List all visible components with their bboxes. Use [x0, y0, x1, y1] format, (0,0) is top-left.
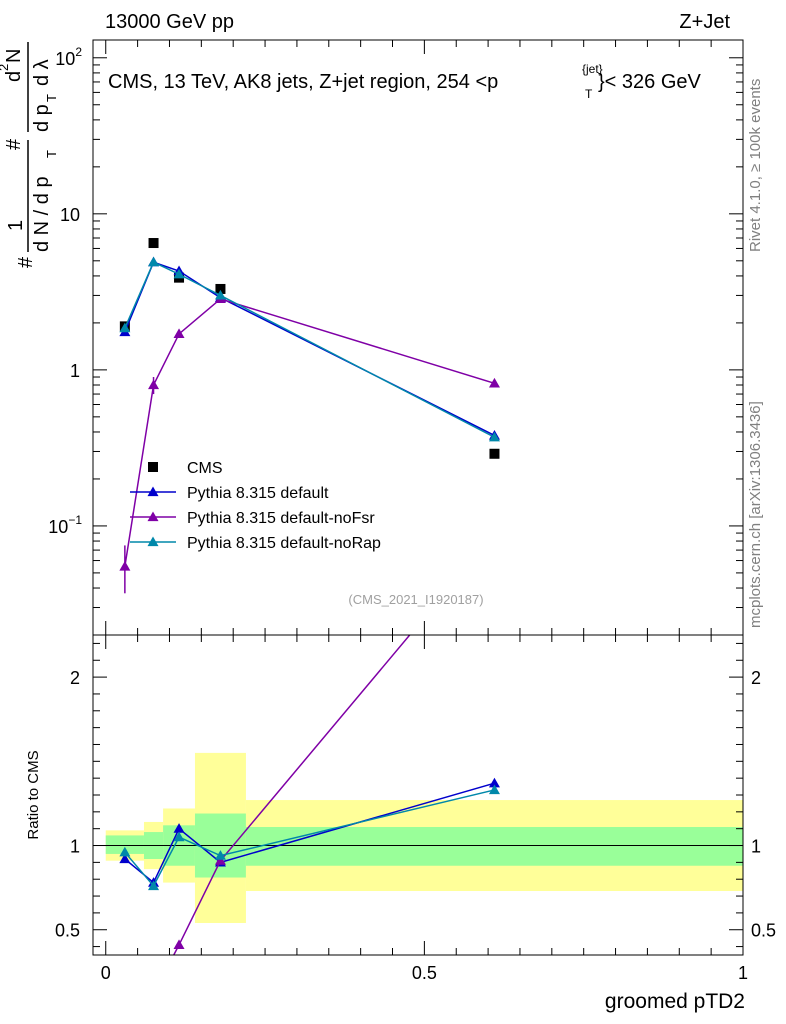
main-ytick-label: 102 [55, 45, 82, 69]
main-ytick-label: 10 [60, 205, 80, 225]
legend-marker-triangle [147, 536, 159, 547]
ratio-xtick-label: 0 [101, 963, 111, 983]
chart-title-tail: }< 326 GeV [598, 71, 702, 93]
legend-label: Pythia 8.315 default [187, 485, 329, 502]
series-marker [214, 289, 226, 300]
ratio-series-1 [119, 528, 500, 1013]
series-marker [119, 560, 131, 571]
legend-label: CMS [187, 460, 223, 477]
ratio-marker [119, 846, 131, 857]
ylabel-dpt: d p [31, 104, 53, 132]
ratio-bands [105, 752, 743, 923]
ratio-axis-ticks [93, 635, 744, 955]
legend-label: Pythia 8.315 default-noFsr [187, 510, 375, 527]
ratio-xtick-label: 0.5 [412, 963, 437, 983]
series-marker [148, 379, 160, 390]
series-line [124, 261, 495, 437]
rivet-label: Rivet 4.1.0, ≥ 100k events [747, 79, 764, 252]
ratio-xtick-label: 1 [738, 963, 748, 983]
legend-marker-square [148, 462, 158, 472]
main-axis-ticks [93, 40, 744, 636]
main-series [119, 238, 500, 594]
legend-entry: Pythia 8.315 default-noFsr [130, 510, 375, 527]
ratio-marker [173, 939, 185, 950]
chart-title-sup: {jet} [582, 62, 603, 76]
chart-title-pt: p [487, 71, 498, 93]
ratio-marker [173, 831, 185, 842]
series-marker [148, 256, 160, 267]
ratio-y-tick-labels: 0.5 0.5 1 1 2 2 [55, 668, 776, 941]
ratio-frame [92, 634, 744, 956]
chart-title: CMS, 13 TeV, AK8 jets, Z+jet region, 254… [108, 62, 702, 101]
mcplots-label: mcplots.cern.ch [arXiv:1306.3436] [747, 401, 764, 628]
legend-marker-triangle [147, 511, 159, 522]
ratio-band-inner [245, 827, 743, 866]
ratio-marker [214, 855, 226, 865]
ylabel-d-sup: 2 [0, 64, 11, 71]
header-right: Z+Jet [679, 11, 730, 33]
series-marker [488, 377, 500, 388]
ratio-ytick-label-left: 1 [70, 837, 80, 857]
main-ytick-label: 10−1 [48, 513, 82, 537]
series-marker [488, 431, 500, 442]
watermark: (CMS_2021_I1920187) [348, 592, 483, 607]
ratio-ytick-label-left: 0.5 [55, 921, 80, 941]
legend: CMS Pythia 8.315 default Pythia 8.315 defa… [130, 460, 381, 552]
ratio-ytick-label-left: 2 [70, 668, 80, 688]
legend-marker-triangle [147, 486, 159, 497]
cms-data-point [489, 448, 500, 459]
ylabel-n: N [3, 49, 25, 63]
ratio-marker [119, 853, 131, 864]
ratio-band-inner [105, 835, 144, 854]
main-panel: 10−1 1 10 102 CMS, 13 TeV, AK8 jets, Z+jet … [0, 39, 744, 636]
ratio-panel: 0.5 0.51 12 2 0 0.5 1 Ratio to CMS groomed pT… [25, 528, 776, 1013]
ratio-ytick-label-right: 2 [751, 668, 761, 688]
chart-title-main: CMS, 13 TeV, AK8 jets, Z+jet region, 254… [108, 71, 487, 93]
legend-entry: Pythia 8.315 default-noRap [130, 535, 381, 552]
series-line [124, 261, 495, 438]
legend-label: Pythia 8.315 default-noRap [187, 535, 381, 552]
series-2 [119, 293, 500, 594]
ratio-marker [173, 823, 185, 833]
legend-entry: Pythia 8.315 default [130, 485, 329, 502]
ylabel-hash-1: # [15, 256, 37, 268]
ratio-marker [148, 988, 159, 998]
main-ytick-label: 1 [70, 361, 80, 381]
ylabel-denominator: d N / d p [31, 176, 53, 252]
cms-data-point [148, 238, 159, 249]
ylabel-hash-2: # [3, 138, 25, 150]
ylabel-d: d [3, 71, 25, 82]
ratio-ytick-label-right: 0.5 [751, 921, 776, 941]
header-left: 13000 GeV pp [105, 11, 234, 33]
ratio-ylabel: Ratio to CMS [25, 750, 42, 839]
ratio-marker [214, 850, 226, 860]
ratio-marker [488, 784, 500, 795]
series-marker [119, 322, 131, 333]
cms-data-point [215, 283, 226, 294]
ylabel-dpt-sub: T [44, 94, 59, 102]
ratio-marker [489, 528, 500, 538]
series-marker [173, 328, 185, 339]
ratio-marker [488, 777, 500, 788]
series-3 [119, 256, 500, 442]
legend-entry: CMS [148, 460, 223, 477]
svg-text:CMS, 13 TeV, AK8 jets, Z+jet r: CMS, 13 TeV, AK8 jets, Z+jet region, 254… [108, 71, 498, 93]
ylabel-dlambda: d λ [31, 59, 53, 86]
ratio-marker [148, 880, 160, 891]
main-y-tick-labels: 10−1 1 10 102 [48, 45, 82, 537]
ratio-series-2 [119, 784, 500, 891]
ratio-ytick-label-right: 1 [751, 837, 761, 857]
ylabel-one: 1 [5, 220, 27, 231]
series-marker [173, 268, 185, 279]
main-ylabel: # 1 d N / d p T # d p T d 2 N d λ [0, 42, 59, 268]
ratio-x-tick-labels: 0 0.5 1 [101, 963, 748, 983]
chart-title-sub: T [585, 87, 593, 101]
ylabel-denominator-sub: T [44, 150, 59, 158]
ratio-series [119, 528, 500, 1013]
series-1 [119, 256, 500, 440]
ratio-marker [119, 1003, 130, 1013]
xaxis-label: groomed pTD2 [605, 990, 745, 1013]
